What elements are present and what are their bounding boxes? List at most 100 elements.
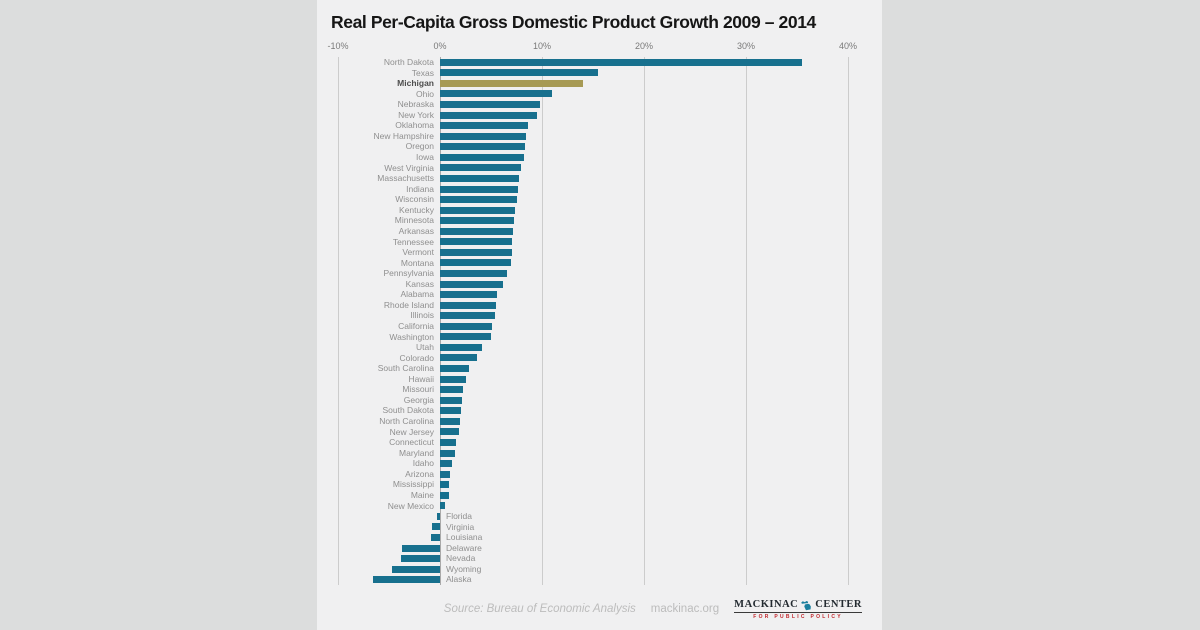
state-bar	[440, 375, 466, 383]
state-bar	[440, 122, 528, 130]
state-label: Indiana	[406, 183, 434, 194]
chart-row: Louisiana	[317, 532, 882, 543]
axis-tick-label: 40%	[838, 41, 857, 51]
gridline	[338, 57, 339, 585]
state-bar	[440, 153, 524, 161]
chart-row: Kentucky	[317, 205, 882, 216]
chart-row: Texas	[317, 68, 882, 79]
chart-row: Oklahoma	[317, 120, 882, 131]
state-label: Virginia	[446, 521, 475, 532]
state-label: Idaho	[412, 458, 434, 469]
state-bar	[372, 576, 440, 584]
state-label: Florida	[446, 511, 472, 522]
state-bar	[440, 101, 540, 109]
chart-row: California	[317, 321, 882, 332]
state-label: Washington	[389, 331, 434, 342]
state-label: Kentucky	[399, 204, 434, 215]
state-label: Minnesota	[394, 215, 434, 226]
state-label: Alabama	[400, 289, 434, 300]
state-bar	[440, 428, 460, 436]
chart-row: Wisconsin	[317, 194, 882, 205]
chart-row: Wyoming	[317, 564, 882, 575]
state-label: Nebraska	[397, 99, 434, 110]
state-bar	[440, 354, 477, 362]
state-bar	[440, 460, 453, 468]
state-bar	[440, 111, 537, 119]
state-bar	[440, 322, 493, 330]
state-label: Tennessee	[392, 236, 434, 247]
chart-row: West Virginia	[317, 163, 882, 174]
chart-row: Delaware	[317, 543, 882, 554]
chart-row: Massachusetts	[317, 173, 882, 184]
state-bar	[392, 565, 440, 573]
state-bar	[440, 365, 469, 373]
chart-row: New Hampshire	[317, 131, 882, 142]
state-bar	[440, 312, 496, 320]
state-bar	[440, 132, 526, 140]
chart-row: Pennsylvania	[317, 268, 882, 279]
chart-row: Rhode Island	[317, 300, 882, 311]
chart-row: Utah	[317, 342, 882, 353]
state-label: Oregon	[405, 141, 434, 152]
mackinac-center-logo: MACKINAC CENTER FOR PUBLIC POLICY	[734, 598, 862, 621]
state-bar	[440, 301, 497, 309]
chart-row: Illinois	[317, 310, 882, 321]
michigan-state-icon	[801, 600, 812, 610]
state-bar	[440, 291, 498, 299]
state-label: Missouri	[402, 384, 434, 395]
chart-row: Georgia	[317, 395, 882, 406]
chart-row: Connecticut	[317, 437, 882, 448]
state-label: Georgia	[403, 394, 434, 405]
chart-row: Colorado	[317, 353, 882, 364]
zero-axis-line	[440, 57, 441, 585]
state-bar	[440, 269, 508, 277]
chart-row: Maryland	[317, 448, 882, 459]
axis-tick-label: 20%	[634, 41, 653, 51]
logo-wordmark: MACKINAC CENTER	[734, 598, 862, 613]
chart-row: Montana	[317, 258, 882, 269]
logo-word-center: CENTER	[815, 598, 862, 610]
state-bar	[440, 343, 482, 351]
state-bar	[440, 407, 462, 415]
chart-row: South Dakota	[317, 405, 882, 416]
state-bar	[440, 280, 504, 288]
state-label: Connecticut	[389, 437, 434, 448]
chart-row: Missouri	[317, 384, 882, 395]
state-label: Arizona	[405, 468, 434, 479]
chart-row: Florida	[317, 511, 882, 522]
chart-row: Indiana	[317, 184, 882, 195]
state-label: Michigan	[397, 78, 434, 89]
gridline	[644, 57, 645, 585]
axis-tick-label: 0%	[433, 41, 447, 51]
chart-row: North Carolina	[317, 416, 882, 427]
state-label: Montana	[400, 257, 434, 268]
chart-row: Virginia	[317, 522, 882, 533]
state-label: Wyoming	[446, 563, 482, 574]
chart-row: Minnesota	[317, 215, 882, 226]
state-bar	[440, 491, 450, 499]
state-bar	[440, 174, 519, 182]
state-label: Vermont	[402, 247, 434, 258]
state-label: Utah	[416, 342, 434, 353]
state-bar	[440, 481, 450, 489]
state-bar	[440, 248, 513, 256]
state-label: New York	[398, 109, 434, 120]
state-bar	[440, 217, 515, 225]
chart-row: Washington	[317, 332, 882, 343]
website-text: mackinac.org	[650, 603, 720, 615]
logo-tagline: FOR PUBLIC POLICY	[753, 614, 843, 621]
state-label: Louisiana	[446, 532, 483, 543]
state-bar	[440, 58, 803, 66]
state-label: New Mexico	[387, 500, 434, 511]
chart-row: Kansas	[317, 279, 882, 290]
chart-row: Alaska	[317, 574, 882, 585]
state-bar	[440, 333, 491, 341]
state-bar	[440, 502, 446, 510]
chart-row: Ohio	[317, 89, 882, 100]
state-label: New Jersey	[389, 426, 434, 437]
state-label: West Virginia	[384, 162, 434, 173]
chart-row: Tennessee	[317, 237, 882, 248]
state-label: Illinois	[410, 310, 434, 321]
state-label: Massachusetts	[377, 173, 434, 184]
